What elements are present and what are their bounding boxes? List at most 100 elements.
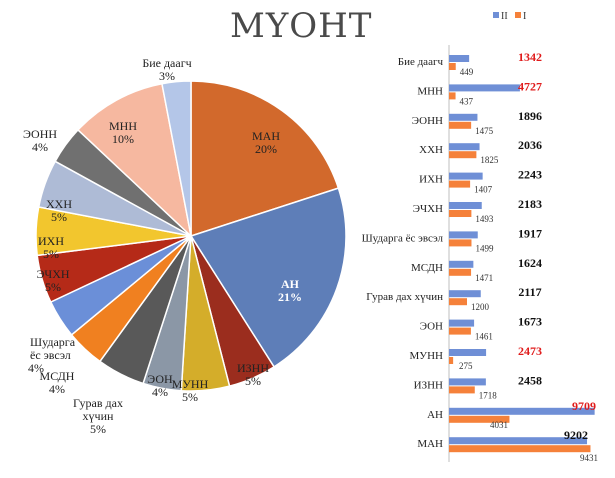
pie-slice	[161, 80, 192, 237]
bar-category-label: ЭОНН	[412, 115, 443, 127]
bar-value-ii: 1673	[518, 315, 542, 329]
pie-slice	[35, 206, 192, 257]
pie-slice-percent: 5%	[182, 390, 198, 404]
bar-series-ii	[449, 172, 483, 180]
pie-slice-percent: 5%	[43, 247, 59, 261]
bar-series-ii	[449, 231, 478, 239]
bar-value-ii: 1342	[518, 50, 542, 64]
bar-series-i	[449, 298, 467, 306]
pie-slice-label: МАН	[252, 129, 280, 143]
bar-value-i: 1475	[475, 126, 494, 136]
bar-category-label: МУНН	[410, 350, 444, 362]
bar-value-i: 1461	[475, 332, 493, 342]
pie-slice-percent: 21%	[278, 290, 302, 304]
pie-slice-label: хүчин	[83, 409, 114, 423]
bar-value-i: 1200	[471, 302, 490, 312]
bar-series-i	[449, 268, 472, 276]
pie-slice	[49, 235, 192, 336]
bar-series-ii	[449, 55, 470, 62]
pie-slice-percent: 3%	[159, 69, 175, 83]
bar-series-ii	[449, 260, 474, 268]
bar-series-ii	[449, 437, 588, 445]
bar-category-label: МНН	[417, 85, 443, 97]
bar-series-ii	[449, 113, 478, 121]
bar-series-ii	[449, 202, 482, 209]
pie-slice-percent: 4%	[32, 140, 48, 154]
bar-series-ii	[449, 378, 486, 386]
pie-slice	[70, 235, 192, 363]
pie-slice	[98, 235, 192, 385]
bar-value-ii: 2243	[518, 168, 542, 182]
bar-category-label: МАН	[417, 438, 443, 450]
bar-series-i	[449, 386, 475, 394]
bar-value-i: 1471	[475, 273, 493, 283]
pie-slice-percent: 10%	[112, 132, 134, 146]
pie-slice-label: МНН	[109, 119, 137, 133]
bar-series-i	[449, 327, 471, 335]
bar-category-label: ИЗНН	[414, 379, 443, 391]
bar-series-i	[449, 239, 472, 247]
bar-legend	[493, 12, 521, 18]
pie-slice-label: ёс эвсэл	[30, 348, 71, 362]
bar-value-ii: 2117	[518, 285, 541, 299]
bar-value-ii: 1624	[518, 256, 542, 270]
bar-value-ii: 1917	[518, 226, 542, 240]
pie-slice-label: Бие даагч	[142, 56, 191, 70]
bar-value-ii: 2183	[518, 197, 542, 211]
bar-value-i: 1493	[475, 214, 494, 224]
bar-value-i: 1825	[480, 155, 499, 165]
bar-series-i	[449, 180, 471, 188]
bar-value-i: 1718	[479, 390, 498, 400]
bar-series-ii	[449, 143, 480, 151]
pie-slice-percent: 20%	[255, 142, 277, 156]
pie-slice	[37, 160, 192, 237]
bar-category-label: ЭОН	[420, 321, 443, 333]
bar-category-label: Шударга ёс эвсэл	[362, 232, 444, 244]
pie-slice-percent: 5%	[45, 280, 61, 294]
pie-slice-label: ИХН	[38, 234, 64, 248]
pie-slice-label: АН	[281, 277, 300, 291]
bar-category-label: МСДН	[411, 262, 443, 274]
pie-slice-label: ЭОНН	[23, 127, 57, 141]
pie-slice	[142, 235, 192, 392]
pie-slice-label: МСДН	[40, 369, 75, 383]
bar-value-ii: 9202	[564, 428, 588, 442]
bar-value-ii: 9709	[572, 399, 596, 413]
bar-value-i: 1499	[475, 243, 494, 253]
pie-slice	[189, 187, 347, 368]
bar-value-i: 449	[460, 67, 474, 77]
bar-value-ii: 2036	[518, 138, 542, 152]
bar-category-label: ХХН	[419, 144, 443, 156]
bar-value-ii: 2458	[518, 373, 542, 387]
bar-series-i	[449, 63, 456, 70]
pie-chart	[35, 80, 347, 392]
bar-series-i	[449, 415, 510, 423]
pie-slice-percent: 5%	[90, 422, 106, 436]
bar-series-i	[449, 210, 472, 217]
bar-series-ii	[449, 319, 475, 327]
pie-slice-label: ЭЧХН	[36, 267, 69, 281]
bar-category-label: ЭЧХН	[413, 203, 443, 215]
bar-category-label: ИХН	[419, 174, 443, 186]
bar-value-ii: 1896	[518, 109, 542, 123]
bar-series-i	[449, 445, 591, 453]
bar-value-i: 437	[460, 96, 474, 106]
pie-slice-label: МУНН	[172, 377, 209, 391]
bar-series-ii	[449, 290, 481, 298]
pie-slice-label: ЭОН	[147, 372, 173, 386]
bar-series-ii	[449, 407, 595, 415]
bar-value-i: 4031	[490, 420, 508, 430]
pie-slice-percent: 5%	[245, 374, 261, 388]
bar-value-ii: 4727	[518, 79, 542, 93]
bar-series-i	[449, 121, 472, 129]
pie-slice-percent: 4%	[49, 382, 65, 396]
pie-slice	[190, 235, 276, 388]
bar-series-i	[449, 151, 477, 159]
pie-slice-label: Гурав дах	[73, 396, 123, 410]
bar-series-ii	[449, 84, 520, 92]
pie-slice-label: Шударга	[30, 335, 76, 349]
legend-label-i: I	[523, 11, 526, 22]
legend-label-ii: II	[501, 11, 508, 22]
